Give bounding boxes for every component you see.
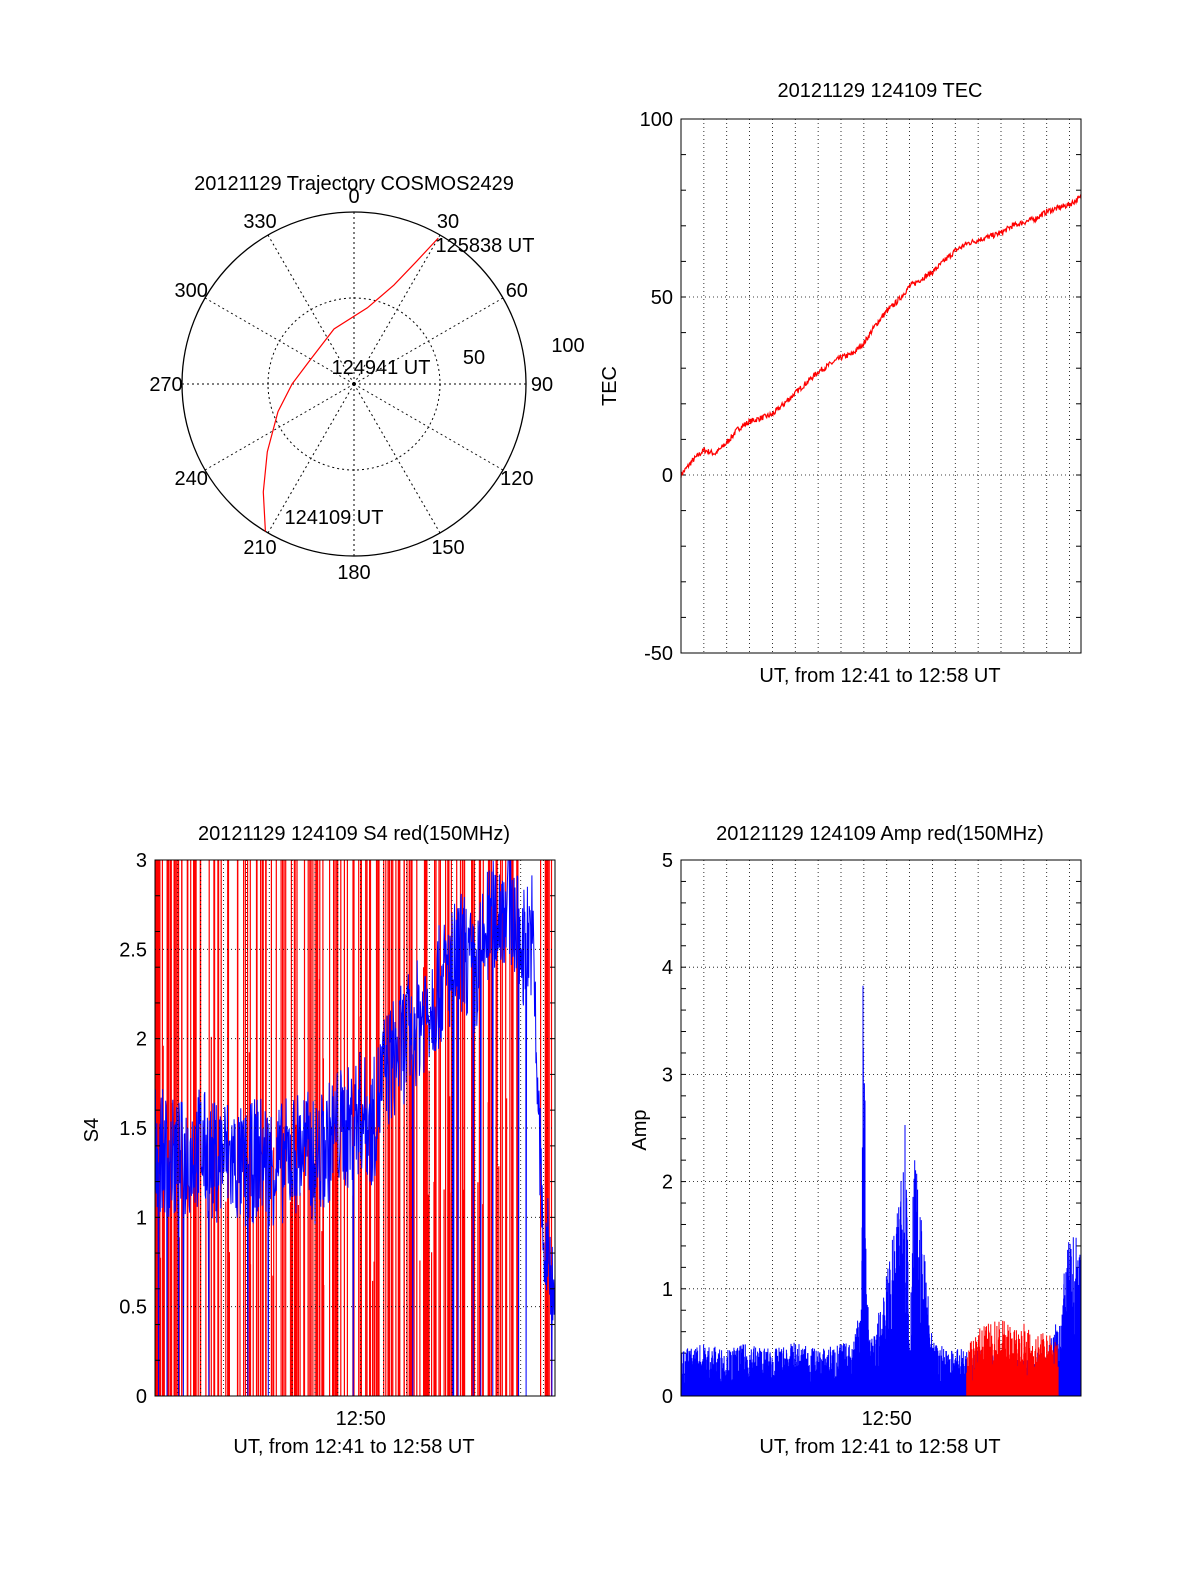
polar-angle-labels: 0 30 60 90 120 150 180 210 240 270 300 330 — [149, 186, 553, 584]
tec-series-line — [680, 193, 1082, 478]
y-tick-label: 4 — [662, 957, 673, 979]
amp-xlabel: UT, from 12:41 to 12:58 UT — [759, 1436, 1000, 1458]
y-tick-label: 0 — [662, 1386, 673, 1408]
y-tick-label: 1 — [136, 1207, 147, 1229]
y-tick-label: 1 — [662, 1279, 673, 1301]
polar-spoke — [353, 383, 441, 534]
amp-red-series — [966, 1320, 1059, 1396]
annotation-end-time: 125838 UT — [436, 235, 535, 257]
trajectory-polar-plot: 20121129 Trajectory COSMOS2429 0 30 60 90 12… — [149, 173, 584, 584]
polar-angle-label: 120 — [500, 468, 533, 490]
y-tick-label: 0 — [136, 1386, 147, 1408]
polar-spoke — [267, 234, 355, 385]
polar-angle-label: 0 — [348, 186, 359, 208]
polar-angle-label: 150 — [431, 537, 464, 559]
annotation-start-time: 124109 UT — [285, 507, 384, 529]
s4-x-tick-label: 12:50 — [336, 1408, 386, 1430]
s4-ylabel: S4 — [81, 1118, 103, 1142]
amp-plot-frame — [680, 859, 1082, 1397]
s4-grid — [155, 859, 555, 1397]
polar-grid — [181, 211, 527, 557]
amp-title: 20121129 124109 Amp red(150MHz) — [716, 823, 1044, 845]
polar-angle-label: 300 — [174, 280, 207, 302]
s4-title: 20121129 124109 S4 red(150MHz) — [198, 823, 510, 845]
amp-traces — [680, 985, 1082, 1396]
polar-angle-label: 60 — [506, 280, 528, 302]
tec-xlabel: UT, from 12:41 to 12:58 UT — [759, 665, 1000, 687]
polar-spoke — [353, 297, 504, 385]
polar-angle-label: 180 — [337, 562, 370, 584]
y-tick-label: 2 — [662, 1172, 673, 1194]
y-tick-label: -50 — [644, 643, 673, 665]
polar-spoke — [267, 383, 355, 534]
s4-xlabel: UT, from 12:41 to 12:58 UT — [233, 1436, 474, 1458]
amp-x-tick-label: 12:50 — [862, 1408, 912, 1430]
ring-label-50: 50 — [463, 347, 485, 369]
polar-spoke — [353, 383, 504, 471]
polar-spoke — [353, 234, 441, 385]
y-tick-label: 0.5 — [119, 1297, 147, 1319]
tec-ylabel: TEC — [599, 366, 621, 406]
s4-chart: 20121129 124109 S4 red(150MHz) UT, from … — [81, 823, 556, 1458]
amp-grid — [681, 859, 1081, 1397]
annotation-mid-time: 124941 UT — [332, 357, 431, 379]
s4-y-tick-labels: 0 0.5 1 1.5 2 2.5 3 — [119, 850, 147, 1408]
polar-angle-label: 330 — [243, 211, 276, 233]
y-tick-label: 1.5 — [119, 1118, 147, 1140]
polar-angle-label: 270 — [149, 374, 182, 396]
y-tick-label: 0 — [662, 465, 673, 487]
y-tick-label: 50 — [651, 287, 673, 309]
amp-ylabel: Amp — [629, 1109, 651, 1150]
y-tick-label: 2.5 — [119, 939, 147, 961]
tec-plot-frame — [680, 118, 1082, 654]
polar-angle-label: 240 — [174, 468, 207, 490]
y-tick-label: 2 — [136, 1029, 147, 1051]
s4-plot-frame — [154, 859, 556, 1397]
polar-spoke — [204, 297, 355, 385]
tec-chart: 20121129 124109 TEC UT, from 12:41 to 12… — [599, 80, 1082, 687]
y-tick-label: 3 — [136, 850, 147, 872]
trajectory-title: 20121129 Trajectory COSMOS2429 — [194, 173, 514, 195]
tec-y-tick-labels: -50 0 50 100 — [640, 109, 673, 665]
amp-chart: 20121129 124109 Amp red(150MHz) UT, from… — [629, 823, 1082, 1458]
polar-angle-label: 90 — [531, 374, 553, 396]
polar-angle-label: 30 — [437, 211, 459, 233]
y-tick-label: 100 — [640, 109, 673, 131]
tec-title: 20121129 124109 TEC — [778, 80, 983, 102]
trajectory-trace — [262, 237, 439, 532]
s4-traces — [155, 860, 555, 1396]
ring-label-100: 100 — [551, 335, 584, 357]
y-tick-label: 5 — [662, 850, 673, 872]
polar-angle-label: 210 — [243, 537, 276, 559]
s4-blue-series — [155, 860, 555, 1396]
y-tick-label: 3 — [662, 1064, 673, 1086]
tec-grid — [681, 118, 1081, 654]
polar-spoke — [204, 383, 355, 471]
amp-y-tick-labels: 0 1 2 3 4 5 — [662, 850, 673, 1408]
